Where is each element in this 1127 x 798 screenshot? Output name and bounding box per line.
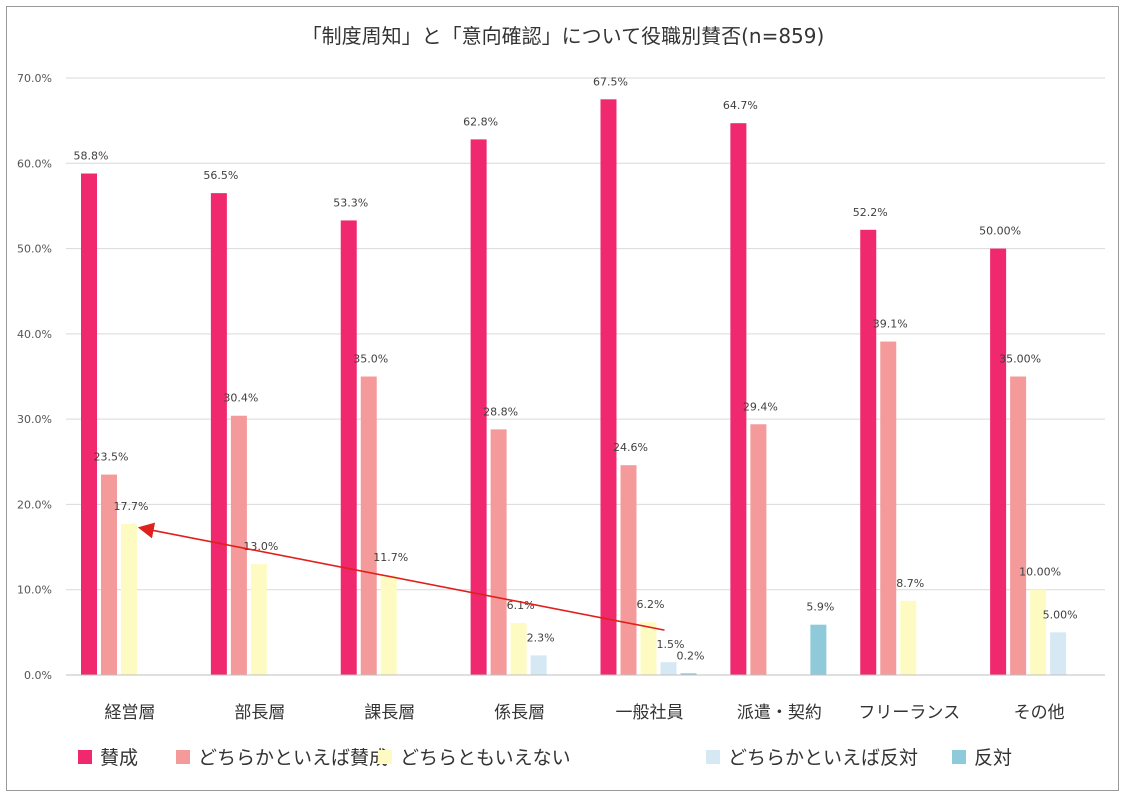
legend-label: どちらともいえない: [400, 747, 571, 769]
chart-frame: [6, 6, 1119, 791]
x-category-label: その他: [1014, 703, 1065, 723]
data-label: 29.4%: [743, 400, 778, 413]
data-label: 28.8%: [483, 405, 518, 418]
data-label: 1.5%: [657, 638, 685, 651]
y-tick-label: 50.0%: [17, 243, 52, 256]
x-category-label: フリーランス: [858, 703, 960, 723]
data-label: 10.00%: [1019, 566, 1061, 579]
legend-swatch: [952, 750, 966, 764]
bar-2: [360, 376, 377, 675]
bar-4: [1050, 632, 1067, 675]
legend-swatch: [378, 750, 392, 764]
bar-3: [250, 564, 267, 675]
y-tick-label: 20.0%: [17, 498, 52, 511]
legend-label: どちらかといえば反対: [728, 747, 918, 769]
data-label: 35.00%: [999, 353, 1041, 366]
legend-label: どちらかといえば賛成: [198, 747, 388, 769]
bar-3: [1030, 589, 1047, 675]
bar-3: [121, 524, 137, 675]
data-label: 5.9%: [806, 601, 834, 614]
y-tick-label: 30.0%: [17, 413, 52, 426]
x-category-label: 一般社員: [616, 703, 684, 723]
data-label: 62.8%: [463, 115, 498, 128]
bar-2: [490, 429, 507, 675]
x-category-label: 派遣・契約: [737, 703, 822, 723]
data-label: 17.7%: [114, 500, 149, 513]
legend-swatch: [176, 750, 190, 764]
legend-label: 反対: [974, 747, 1012, 769]
data-label: 6.2%: [637, 598, 665, 611]
bar-1: [730, 123, 747, 676]
bar-series: [81, 99, 1067, 676]
bar-2: [620, 465, 637, 675]
legend-swatch: [78, 750, 92, 764]
data-label: 5.00%: [1043, 608, 1078, 621]
bar-3: [380, 575, 397, 675]
bar-1: [81, 173, 97, 675]
annotations: [137, 522, 665, 631]
data-label: 2.3%: [527, 631, 555, 644]
y-axis: 0.0% 10.0% 20.0% 30.0% 40.0% 50.0% 60.0% 70.0%: [17, 72, 52, 682]
data-label: 30.4%: [223, 392, 258, 405]
data-label: 0.2%: [677, 649, 705, 662]
chart-title: 「制度周知」と「意向確認」について役職別賛否(n=859): [302, 24, 825, 48]
data-label: 11.7%: [373, 551, 408, 564]
bar-1: [470, 139, 487, 676]
data-label: 58.8%: [74, 150, 109, 163]
legend: 賛成 どちらかといえば賛成 どちらともいえない どちらかといえば反対 反対: [78, 747, 1012, 769]
bar-4: [660, 662, 677, 675]
x-category-label: 部長層: [234, 703, 285, 723]
bar-1: [990, 248, 1007, 676]
data-label: 64.7%: [723, 99, 758, 112]
bar-5: [810, 624, 827, 675]
annotation-arrow: [137, 522, 665, 631]
y-tick-label: 60.0%: [17, 157, 52, 170]
data-label: 23.5%: [94, 451, 129, 464]
y-tick-label: 10.0%: [17, 584, 52, 597]
bar-2: [1010, 376, 1027, 675]
x-category-label: 経営層: [105, 703, 156, 723]
bar-2: [230, 415, 247, 675]
y-tick-label: 0.0%: [24, 669, 52, 682]
bar-3: [640, 622, 657, 675]
y-tick-label: 70.0%: [17, 72, 52, 85]
bar-3: [900, 600, 917, 675]
bar-2: [880, 341, 897, 675]
legend-swatch: [706, 750, 720, 764]
data-label: 53.3%: [333, 196, 368, 209]
bar-3: [510, 622, 527, 675]
data-label: 24.6%: [613, 441, 648, 454]
bar-1: [860, 229, 877, 675]
bar-5: [680, 673, 697, 675]
data-label: 35.0%: [353, 353, 388, 366]
bar-2: [750, 424, 767, 675]
data-label: 52.2%: [853, 206, 888, 219]
data-label: 6.1%: [507, 599, 535, 612]
legend-label: 賛成: [100, 747, 138, 769]
bar-1: [210, 193, 227, 675]
data-label: 67.5%: [593, 75, 628, 88]
bar-4: [530, 655, 547, 675]
data-label: 8.7%: [896, 577, 924, 590]
bar-2: [101, 474, 117, 675]
data-labels: 58.8%23.5%17.7%56.5%30.4%13.0%53.3%35.0%…: [74, 75, 1078, 662]
y-tick-label: 40.0%: [17, 328, 52, 341]
x-category-label: 課長層: [364, 703, 415, 723]
data-label: 56.5%: [203, 169, 238, 182]
x-axis: 経営層 部長層 課長層 係長層 一般社員 派遣・契約 フリーランス その他: [66, 674, 1105, 723]
data-label: 39.1%: [873, 318, 908, 331]
bar-1: [340, 220, 357, 676]
bar-1: [600, 99, 617, 676]
x-category-label: 係長層: [494, 703, 545, 723]
data-label: 50.00%: [979, 225, 1021, 238]
